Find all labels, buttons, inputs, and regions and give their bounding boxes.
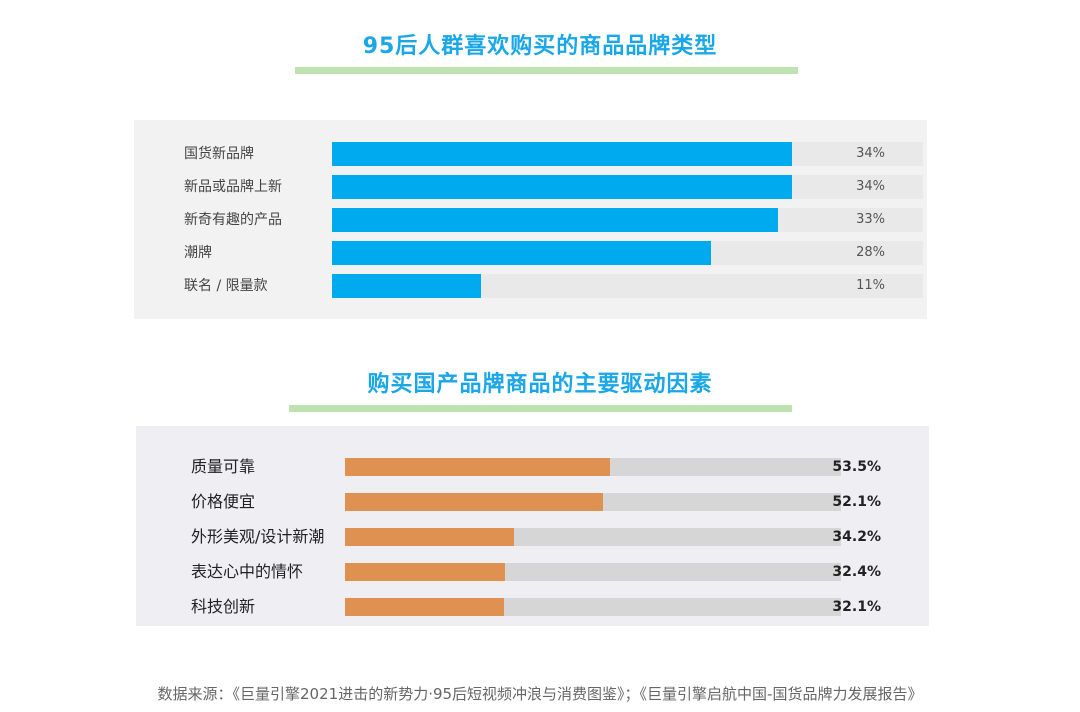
bar-value-label: 52.1% (832, 494, 881, 510)
chart1-title-underline (295, 67, 798, 74)
bar-value-label: 34.2% (832, 529, 881, 545)
bar-label: 表达心中的情怀 (191, 562, 304, 581)
bar-label: 外形美观/设计新潮 (191, 527, 325, 546)
bar (332, 175, 792, 199)
bar-label: 新品或品牌上新 (184, 179, 282, 195)
bar (332, 142, 792, 166)
chart2-title-underline (289, 405, 792, 412)
bar-label: 科技创新 (191, 597, 256, 616)
bar (332, 241, 711, 265)
chart2-panel: 质量可靠 53.5% 价格便宜 52.1% 外形美观/设计新潮 34.2% 表达心中的情怀 3… (136, 426, 929, 626)
bar (332, 208, 779, 232)
bar-track (332, 175, 923, 199)
bar-value-label: 53.5% (832, 459, 881, 475)
chart2-title: 购买国产品牌商品的主要驱动因素 (367, 372, 713, 397)
bar-value-label: 32.1% (832, 599, 881, 615)
bar-track (345, 528, 841, 546)
bar-value-label: 32.4% (832, 564, 881, 580)
bar (345, 528, 515, 546)
bar-value-label: 11% (856, 278, 885, 293)
bar (345, 493, 604, 511)
bar (345, 458, 610, 476)
bar (345, 598, 504, 616)
bar-label: 新奇有趣的产品 (184, 212, 282, 228)
bar-label: 价格便宜 (191, 492, 256, 511)
bar-track (345, 493, 841, 511)
bar (345, 563, 506, 581)
bar-value-label: 34% (856, 146, 885, 161)
chart1-title: 95后人群喜欢购买的商品品牌类型 (362, 34, 718, 59)
bar-label: 联名 / 限量款 (184, 278, 268, 294)
bar-value-label: 33% (856, 212, 885, 227)
bar-value-label: 28% (856, 245, 885, 260)
bar-track (332, 208, 923, 232)
bar-track (332, 241, 923, 265)
data-source-footer: 数据来源：《巨量引擎2021进击的新势力·95后短视频冲浪与消费图鉴》；《巨量引… (157, 685, 923, 703)
bar-track (332, 274, 923, 298)
bar-track (345, 458, 841, 476)
bar-track (345, 598, 841, 616)
bar-label: 质量可靠 (191, 457, 256, 476)
bar-label: 潮牌 (184, 245, 212, 261)
bar (332, 274, 481, 298)
chart1-panel: 国货新品牌 34% 新品或品牌上新 34% 新奇有趣的产品 33% 潮牌 28% 联名 / 限量… (134, 120, 927, 319)
bar-track (345, 563, 841, 581)
bar-value-label: 34% (856, 179, 885, 194)
bar-label: 国货新品牌 (184, 146, 254, 162)
bar-track (332, 142, 923, 166)
